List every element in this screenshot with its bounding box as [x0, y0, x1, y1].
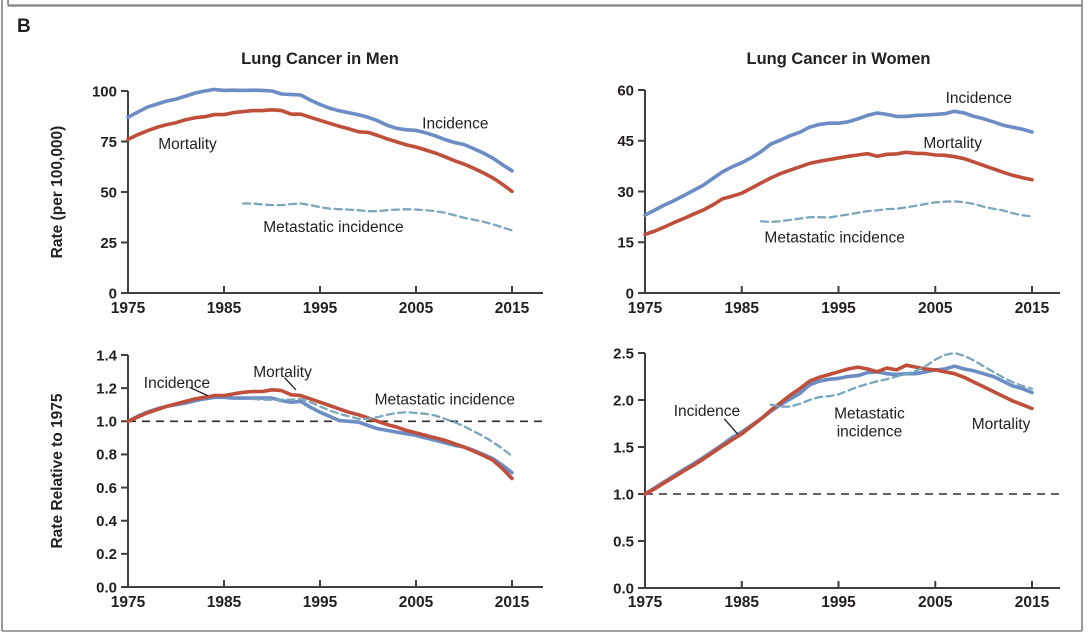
y-tick-label: 45: [617, 133, 634, 150]
annotation-incidence-leader-line: [189, 386, 208, 397]
x-tick-label: 1985: [725, 300, 760, 317]
x-tick-label: 1995: [303, 300, 338, 317]
y-tick-label: 1.0: [96, 414, 117, 431]
women-rel-metastatic-line: [769, 351, 1034, 408]
x-tick-label: 2015: [495, 300, 530, 317]
x-tick-label: 2015: [1015, 300, 1050, 317]
chart-title: Lung Cancer in Men: [241, 50, 399, 68]
y-tick-label: 0.4: [96, 513, 118, 530]
x-tick-label: 1985: [207, 300, 242, 317]
y-tick-label: 75: [100, 134, 117, 151]
men-rel-metastatic-line: [251, 397, 514, 458]
annotation-incidence: Incidence: [946, 90, 1012, 107]
y-tick-label: 2.0: [613, 392, 634, 409]
y-tick-label: 0.0: [613, 580, 634, 597]
men-rate-incidence-line: [126, 87, 514, 173]
y-tick-label: 1.0: [613, 486, 634, 503]
charts-group: 0 25 50 75 100 1975 1985 1995 2005 2015 Lung Cance…: [49, 50, 1060, 611]
y-tick-label: 25: [100, 235, 117, 252]
annotation-mortality: Mortality: [923, 135, 982, 152]
annotation-metastatic: Metastatic incidence: [764, 229, 904, 246]
y-tick-label: 2.5: [613, 345, 634, 362]
y-tick-label: 1.5: [613, 439, 634, 456]
x-tick-label: 2005: [399, 300, 434, 317]
women-rel-mortality-line: [643, 363, 1034, 496]
men-rate-metastatic-line: [242, 202, 514, 232]
y-axis-title: Rate Relative to 1975: [49, 393, 66, 548]
x-tick-label: 2015: [495, 594, 530, 611]
annotation-metastatic: Metastatic: [834, 406, 905, 423]
y-tick-label: 30: [617, 184, 634, 201]
annotation-mortality: Mortality: [158, 136, 217, 153]
annotation-incidence: Incidence: [674, 403, 740, 420]
y-tick-label: 50: [100, 184, 117, 201]
y-axis-title: Rate (per 100,000): [49, 126, 66, 259]
women-rate-incidence-line: [643, 109, 1034, 217]
men-rel-mortality-line: [126, 387, 514, 481]
x-tick-label: 2015: [1015, 594, 1050, 611]
panel-label: B: [17, 16, 31, 37]
x-tick-label: 1975: [111, 300, 146, 317]
chart-title: Lung Cancer in Women: [747, 50, 931, 68]
annotation-metastatic: Metastatic incidence: [375, 391, 515, 408]
annotation-metastatic: Metastatic incidence: [263, 219, 403, 236]
x-tick-label: 1985: [207, 594, 242, 611]
y-tick-label: 60: [617, 82, 634, 99]
x-tick-label: 2005: [399, 594, 434, 611]
annotation-mortality: Mortality: [253, 364, 312, 381]
y-tick-label: 15: [617, 235, 634, 252]
y-tick-label: 0.6: [96, 480, 117, 497]
annotation-metastatic: incidence: [837, 424, 903, 441]
men-rate-chart: 0 25 50 75 100 1975 1985 1995 2005 2015 Lung Cance…: [49, 50, 543, 317]
x-tick-label: 1995: [821, 594, 856, 611]
y-tick-label: 1.4: [96, 347, 118, 364]
annotation-incidence: Incidence: [422, 116, 488, 133]
women-rate-metastatic-line: [759, 200, 1034, 224]
women-rate-mortality-line: [643, 150, 1034, 237]
men-rate-mortality-line: [126, 108, 514, 194]
x-tick-label: 1975: [628, 594, 663, 611]
y-tick-label: 1.2: [96, 380, 117, 397]
y-tick-label: 0.5: [613, 533, 634, 550]
x-tick-label: 1975: [111, 594, 146, 611]
annotation-mortality-leader-line: [284, 377, 297, 391]
y-tick-label: 0: [109, 285, 117, 302]
x-tick-label: 1975: [628, 300, 663, 317]
y-tick-label: 0: [626, 285, 634, 302]
y-tick-label: 0.2: [96, 546, 117, 563]
women-rel-chart: 0.0 0.5 1.0 1.5 2.0 2.5 1975 1985 1995 2005 2015 In…: [613, 345, 1060, 611]
annotation-incidence-leader-line: [723, 418, 739, 435]
women-rate-chart: 0 15 30 45 60 1975 1985 1995 2005 2015 Lung Cancer…: [617, 50, 1060, 317]
annotation-incidence: Incidence: [144, 375, 210, 392]
y-tick-label: 100: [92, 83, 117, 100]
x-tick-label: 1995: [821, 300, 856, 317]
x-tick-label: 2005: [918, 594, 953, 611]
annotation-mortality: Mortality: [972, 416, 1031, 433]
y-tick-label: 0.0: [96, 579, 117, 596]
men-rel-incidence-line: [126, 395, 514, 475]
y-tick-label: 0.8: [96, 447, 117, 464]
x-tick-label: 1985: [725, 594, 760, 611]
x-tick-label: 2005: [918, 300, 953, 317]
x-tick-label: 1995: [303, 594, 338, 611]
men-rel-chart: 0.0 0.2 0.4 0.6 0.8 1.0 1.2 1.4 1975 1985 1995 2005…: [49, 347, 543, 611]
